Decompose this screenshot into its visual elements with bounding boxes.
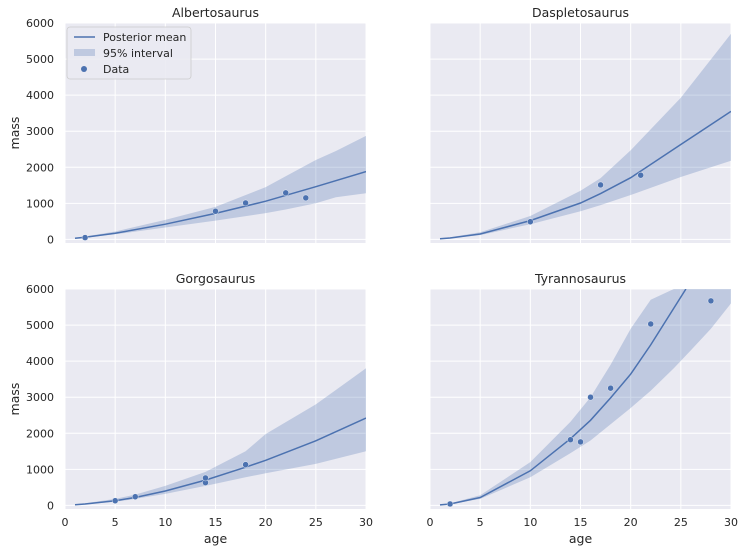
data-point: [607, 384, 614, 392]
x-tick-label: 10: [523, 516, 537, 529]
x-tick-label: 30: [359, 516, 373, 529]
plot-content: [439, 289, 731, 508]
y-tick-label: 1000: [26, 463, 54, 476]
subplot-title: Tyrannosaurus: [534, 271, 626, 286]
plot-content: [74, 135, 366, 241]
data-point: [567, 436, 574, 443]
x-tick-label: 15: [209, 516, 223, 529]
subplot-tyrannosaurus: Tyrannosaurus 0 5 10 15 20 25 30 age: [427, 271, 739, 546]
y-tick-label: 6000: [26, 283, 54, 296]
y-tick-label: 4000: [26, 89, 54, 102]
data-point: [647, 320, 654, 328]
y-axis-label: mass: [7, 117, 22, 150]
x-axis-label: age: [569, 531, 593, 546]
data-point: [446, 500, 454, 508]
data-point: [212, 208, 219, 215]
y-tick-label: 5000: [26, 53, 54, 66]
data-point: [577, 438, 584, 446]
data-point: [527, 218, 534, 225]
legend-entry-label: 95% interval: [103, 47, 173, 60]
x-tick-label: 5: [477, 516, 484, 529]
data-point: [242, 461, 249, 468]
subplot-gorgosaurus: Gorgosaurus 0 1000 2000 3000 4000 5000 6000 0 5 10…: [7, 271, 373, 546]
interval-band: [75, 368, 366, 505]
subplot-daspletosaurus: Daspletosaurus: [429, 5, 732, 243]
subplot-albertosaurus: Albertosaurus 0 1000 2000 3000 4000 5000 6000 ma…: [7, 5, 367, 246]
data-point: [302, 194, 309, 202]
x-tick-label: 25: [309, 516, 323, 529]
data-point: [81, 234, 89, 241]
posterior-mean-line: [74, 417, 366, 506]
x-tick-label: 5: [112, 516, 119, 529]
legend-entry-label: Data: [103, 63, 129, 76]
interval-band: [75, 135, 366, 239]
data-point: [111, 497, 119, 504]
data-point: [637, 171, 644, 179]
x-tick-label: 20: [624, 516, 638, 529]
data-point: [707, 297, 715, 305]
legend-box: [66, 26, 192, 80]
y-tick-label: 2000: [26, 427, 54, 440]
subplot-title: Albertosaurus: [172, 5, 259, 20]
data-point: [587, 393, 594, 401]
x-tick-label: 15: [574, 516, 588, 529]
x-tick-label: 0: [427, 516, 434, 529]
interval-band: [440, 33, 731, 239]
legend-entry-label: Posterior mean: [103, 31, 186, 44]
y-tick-label: 3000: [26, 391, 54, 404]
y-tick-label: 6000: [26, 17, 54, 30]
plot-content: [74, 368, 366, 506]
y-axis-label: mass: [7, 383, 22, 416]
x-tick-label: 0: [62, 516, 69, 529]
plot-content: [439, 33, 731, 240]
x-tick-label: 20: [259, 516, 273, 529]
y-tick-label: 5000: [26, 319, 54, 332]
posterior-mean-line: [439, 289, 687, 506]
legend-point-swatch: [81, 66, 87, 72]
y-tick-label: 1000: [26, 197, 54, 210]
data-point: [242, 199, 249, 207]
data-point: [132, 493, 139, 500]
posterior-mean-line: [439, 110, 731, 240]
y-tick-label: 3000: [26, 125, 54, 138]
y-tick-label: 0: [47, 233, 54, 246]
posterior-mean-line: [74, 170, 366, 240]
legend: Posterior mean 95% interval Data: [66, 26, 192, 80]
x-axis-label: age: [204, 531, 228, 546]
x-tick-label: 25: [674, 516, 688, 529]
legend-band-swatch: [74, 49, 95, 56]
x-tick-label: 10: [158, 516, 172, 529]
subplot-title: Gorgosaurus: [176, 271, 256, 286]
y-tick-label: 0: [47, 499, 54, 512]
x-tick-label: 30: [724, 516, 738, 529]
data-point: [202, 474, 209, 482]
y-tick-label: 2000: [26, 161, 54, 174]
interval-band: [440, 289, 731, 505]
subplot-title: Daspletosaurus: [532, 5, 629, 20]
data-point: [597, 181, 604, 189]
y-tick-label: 4000: [26, 355, 54, 368]
data-point: [282, 189, 289, 197]
